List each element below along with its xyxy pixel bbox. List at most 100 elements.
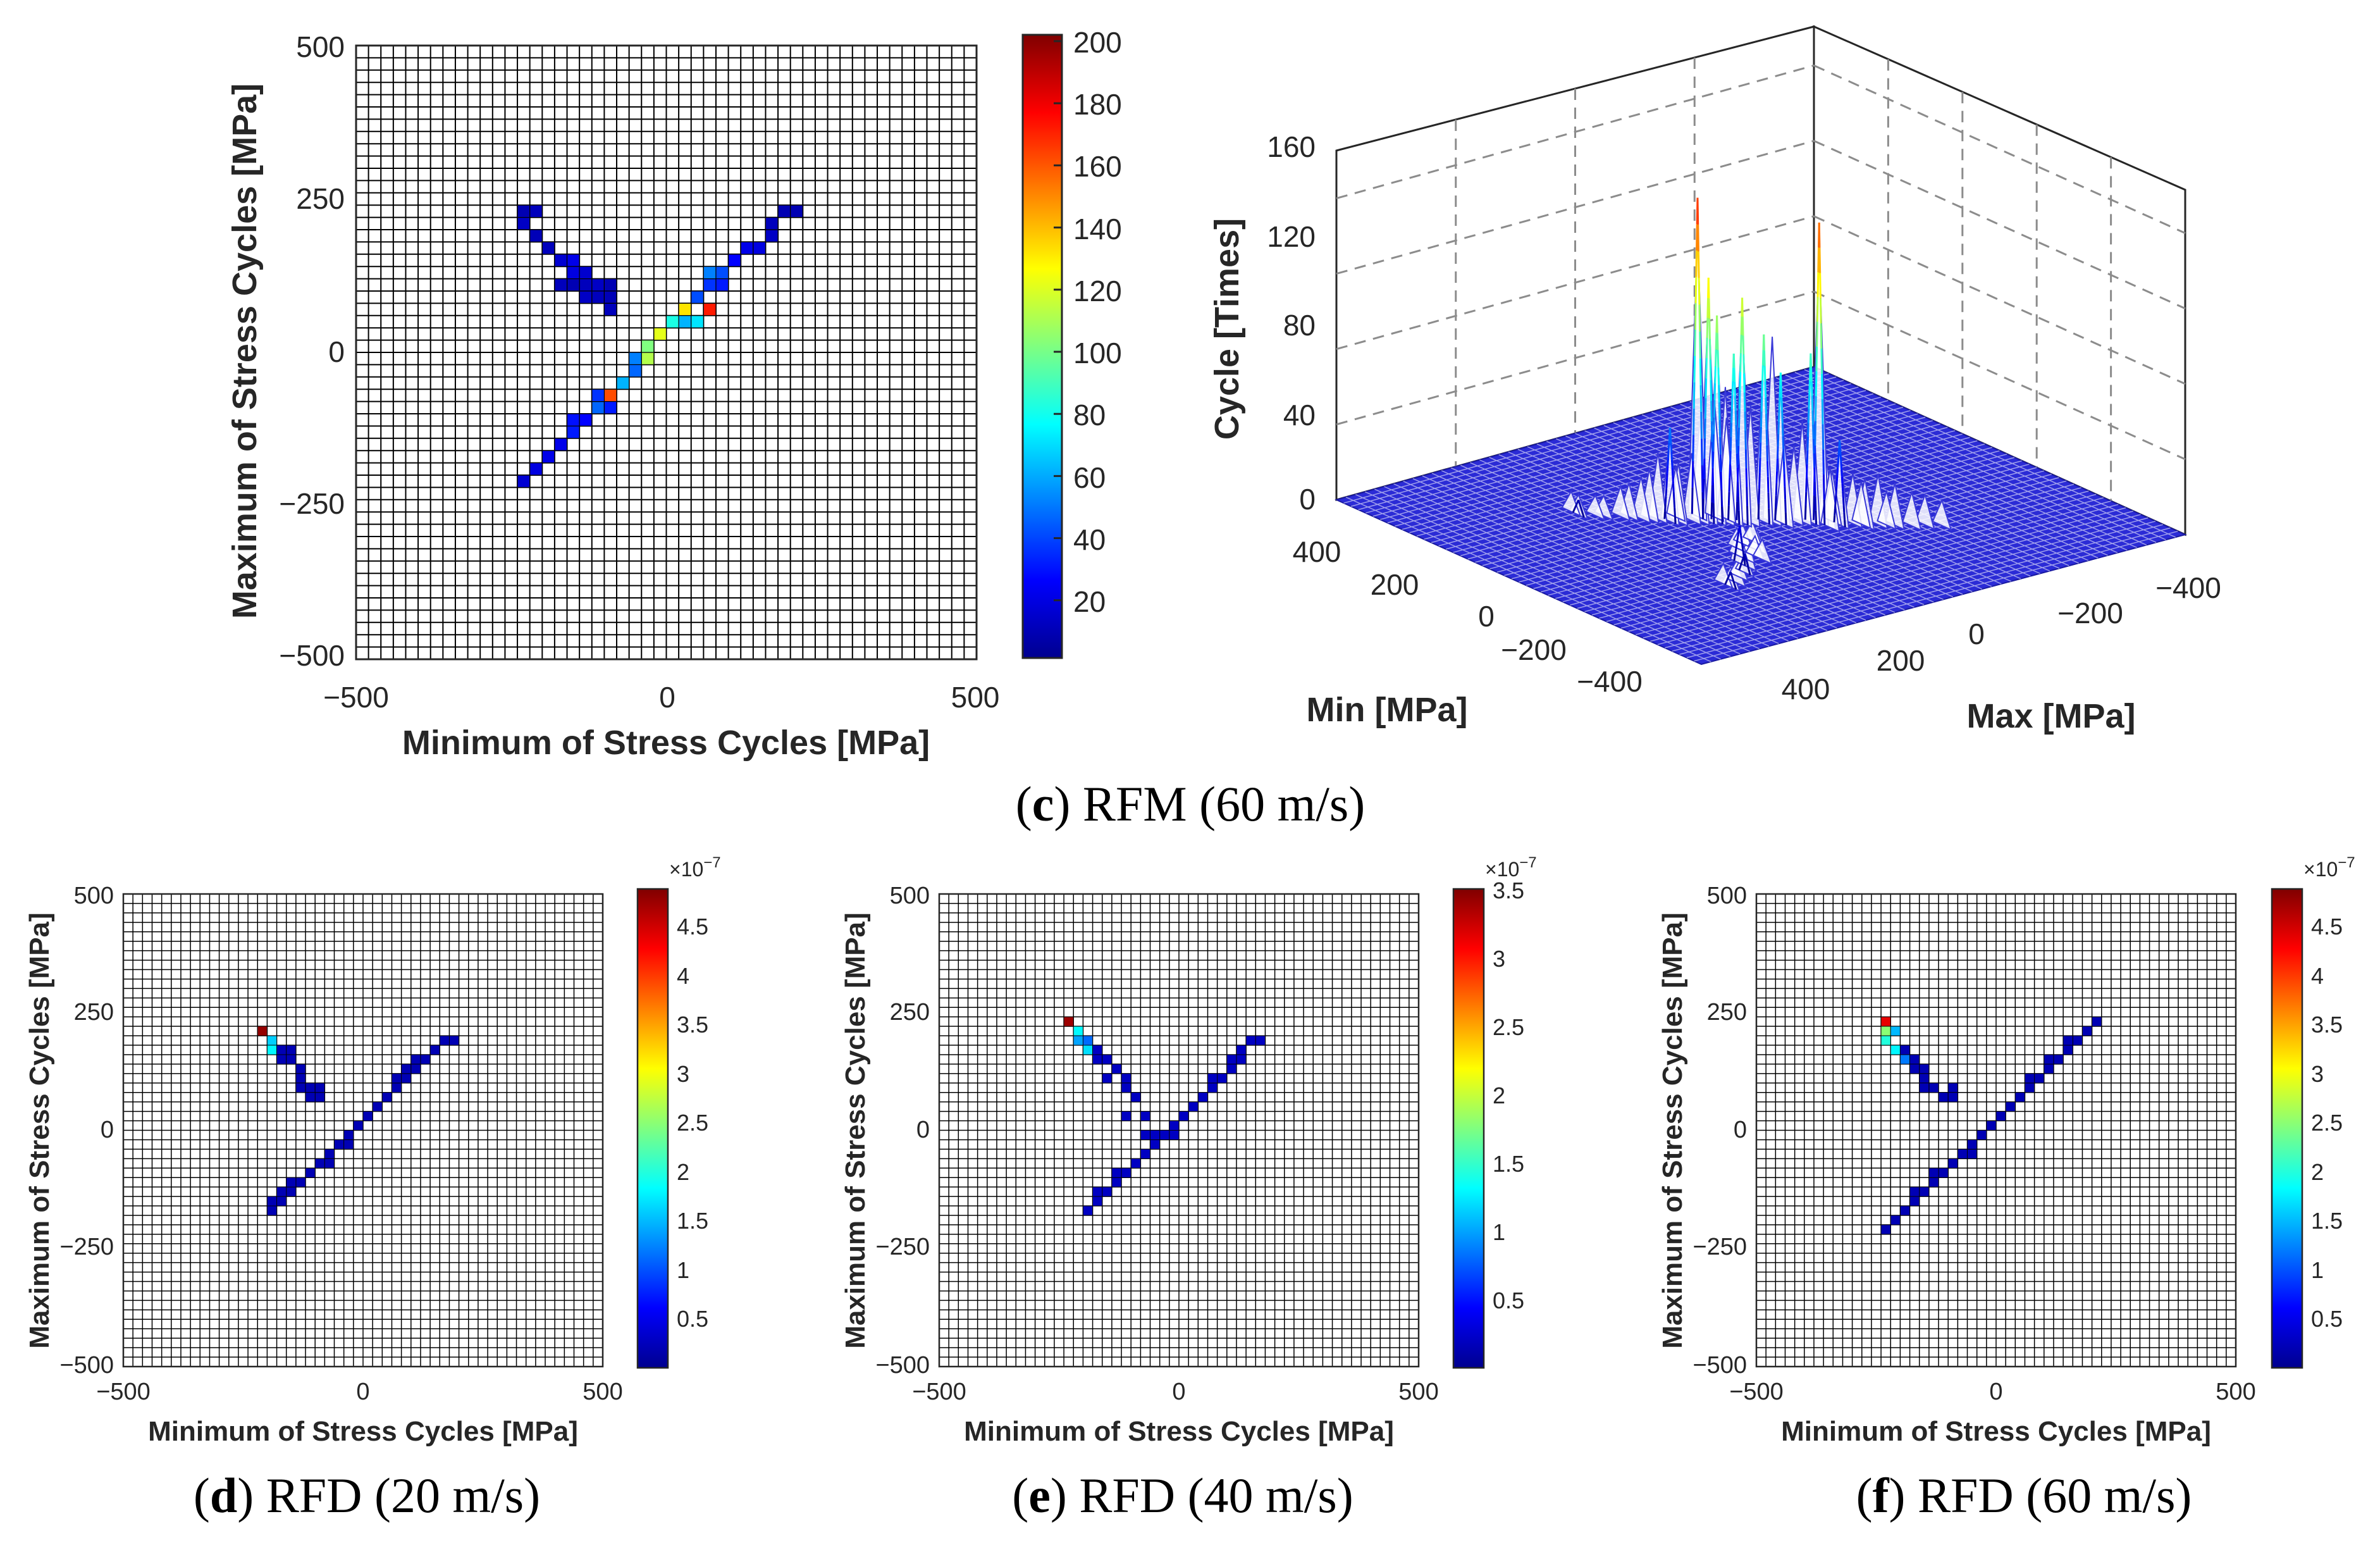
heatmap-cell	[1928, 1083, 1939, 1093]
heatmap-cell	[1890, 1215, 1901, 1225]
peak-segment	[1745, 468, 1748, 488]
min-tick-m200: −200	[1501, 633, 1567, 666]
min-tick-200: 200	[1371, 568, 1419, 601]
peak-segment	[1734, 382, 1736, 397]
heatmap-cell	[566, 425, 580, 439]
x-tick-d-m500: −500	[96, 1379, 151, 1405]
heatmap-cell	[790, 204, 803, 218]
heatmap-cell	[429, 1045, 440, 1055]
heatmap-cell	[1236, 1054, 1247, 1065]
heatmap-cell	[266, 1205, 278, 1216]
peak-segment	[1781, 423, 1784, 437]
peak-segment	[1575, 504, 1577, 507]
peak-segment	[1838, 440, 1841, 447]
peak-segment	[1735, 546, 1737, 550]
heatmap-cell	[1197, 1092, 1208, 1103]
heatmap-cell	[566, 254, 580, 267]
peak-segment	[1837, 454, 1840, 461]
heatmap-cell	[266, 1035, 278, 1046]
y-tick-c-0: 0	[328, 335, 345, 368]
peak-segment	[1768, 508, 1770, 524]
z-tick-80: 80	[1283, 309, 1316, 342]
y-tick-e-0: 0	[916, 1117, 930, 1143]
peak-segment	[1710, 421, 1713, 442]
heatmap-cell	[1909, 1064, 1920, 1074]
heatmap-cell	[1140, 1111, 1150, 1122]
peak-segment	[1575, 504, 1578, 506]
peak-segment	[1747, 568, 1750, 570]
peak-segment	[1696, 197, 1699, 225]
peak-segment	[1811, 396, 1814, 411]
heatmap-cell	[401, 1064, 412, 1074]
heatmap-cell	[616, 376, 630, 390]
peak-segment	[1733, 368, 1736, 383]
heatmap-cell	[1073, 1026, 1083, 1036]
y-tick-d-m500: −500	[59, 1352, 114, 1379]
x-tick-e-500: 500	[1398, 1379, 1438, 1405]
peak-segment	[1748, 573, 1751, 576]
x-tick-d-0: 0	[356, 1379, 369, 1405]
heatmap-cell	[381, 1092, 392, 1103]
peak-segment	[1812, 438, 1815, 454]
heatmap-cell	[579, 266, 593, 280]
peak-segment	[1705, 338, 1708, 359]
heatmap-cell	[305, 1083, 316, 1093]
heatmap-cell	[2053, 1054, 2064, 1065]
heatmap-cell	[1986, 1120, 1997, 1131]
peak-segment	[1711, 485, 1713, 502]
peak-segment	[1671, 468, 1674, 476]
peak-segment	[1704, 398, 1707, 419]
heatmap-cell	[1938, 1092, 1949, 1103]
peak-segment	[1814, 396, 1817, 421]
heatmap-cell	[591, 400, 605, 414]
y-tick-e-m500: −500	[875, 1352, 930, 1379]
heatmap-cell	[566, 278, 580, 292]
peak-segment	[1717, 368, 1720, 385]
peak-segment	[1692, 435, 1694, 462]
panel-c-surface: 160 120 80 40 0 Cycle [Times] 400 200 0 …	[1208, 25, 2221, 735]
peak-segment	[1719, 437, 1722, 455]
heatmap-cell	[286, 1186, 297, 1197]
peak-segment	[1702, 499, 1705, 519]
peak-segment	[1731, 381, 1734, 395]
cbar-d-t1: 4	[677, 963, 689, 989]
y-tick-f-0: 0	[1734, 1117, 1747, 1143]
heatmap-cell	[2044, 1054, 2054, 1065]
max-tick-200: 200	[1877, 644, 1925, 677]
heatmap-cell	[1140, 1148, 1150, 1159]
peak-segment	[1579, 504, 1582, 506]
heatmap-cell	[1207, 1073, 1218, 1084]
max-tick-400: 400	[1782, 673, 1830, 705]
peak-segment	[1766, 445, 1769, 461]
heatmap-cell	[1899, 1205, 1911, 1216]
peak-segment	[1817, 247, 1820, 273]
heatmap-cell	[1121, 1083, 1131, 1093]
heatmap-cell	[448, 1035, 460, 1046]
peak-segment	[1720, 471, 1723, 490]
caption-c: (c) RFM (60 m/s)	[1016, 776, 1366, 831]
heatmap-cell	[1121, 1073, 1131, 1084]
peak-segment	[1728, 573, 1731, 576]
peak-segment	[1737, 534, 1739, 538]
peak-segment	[1745, 559, 1748, 561]
heatmap-cell	[1928, 1167, 1939, 1178]
peak-segment	[1667, 450, 1670, 459]
peak-segment	[1714, 366, 1717, 384]
peak-segment	[1815, 346, 1818, 371]
peak-segment	[1577, 499, 1580, 502]
peak-segment	[1704, 418, 1706, 439]
heatmap-cell	[286, 1177, 297, 1188]
peak-segment	[1718, 402, 1721, 420]
heatmap-cell	[1255, 1035, 1266, 1046]
heatmap-cell	[295, 1064, 306, 1074]
heatmap-cell	[1880, 1035, 1891, 1046]
heatmap-cell	[295, 1073, 306, 1084]
peak-segment	[1694, 329, 1696, 356]
peak-segment	[1737, 531, 1740, 535]
heatmap-cell	[1092, 1196, 1103, 1207]
heatmap-cell	[517, 475, 531, 488]
heatmap-cell	[1130, 1092, 1141, 1103]
peak-segment	[1805, 478, 1808, 492]
peak-segment	[1774, 495, 1777, 508]
peak-segment	[1696, 224, 1698, 251]
